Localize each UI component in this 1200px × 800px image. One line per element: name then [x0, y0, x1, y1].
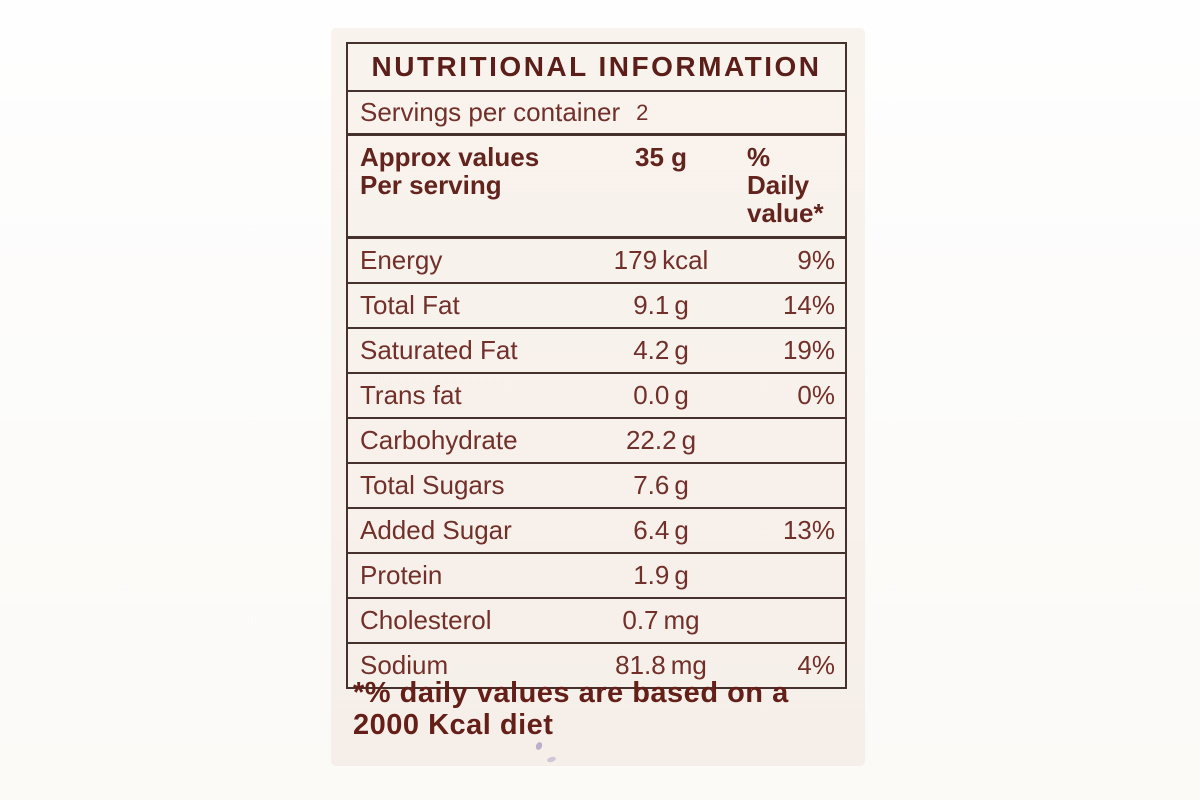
- amount-value: 0.7: [622, 605, 659, 636]
- nutrition-facts-table: NUTRITIONAL INFORMATION Servings per con…: [346, 42, 847, 690]
- nutrient-name: Added Sugar: [360, 515, 512, 546]
- table-row-carbohydrate: Carbohydrate 22.2 g: [348, 417, 845, 462]
- amount-value: 81.8: [615, 650, 666, 681]
- nutrient-amount: 4.2 g: [581, 335, 741, 366]
- table-row-energy: Energy 179 kcal 9%: [348, 236, 845, 282]
- amount-unit: kcal: [662, 245, 709, 276]
- servings-value: 2: [636, 99, 649, 125]
- nutrient-amount: 0.0 g: [581, 380, 741, 411]
- table-row-saturated-fat: Saturated Fat 4.2 g 19%: [348, 327, 845, 372]
- nutrient-name: Saturated Fat: [360, 335, 518, 366]
- header-dv-line1: % Daily: [747, 142, 810, 201]
- amount-unit: g: [674, 560, 689, 591]
- nutrient-daily-value: 4%: [797, 650, 835, 681]
- amount-value: 0.0: [633, 380, 670, 411]
- nutrient-daily-value: 13%: [782, 515, 835, 546]
- nutrient-name: Total Fat: [360, 290, 460, 321]
- servings-label: Servings per container: [360, 97, 621, 127]
- amount-unit: mg: [663, 605, 700, 636]
- nutrient-name: Trans fat: [360, 380, 462, 411]
- header-daily-value-column: % Daily value*: [741, 143, 845, 227]
- table-row-total-sugars: Total Sugars 7.6 g: [348, 462, 845, 507]
- nutrient-amount: 179 kcal: [581, 245, 741, 276]
- nutrient-daily-value: 0%: [797, 380, 835, 411]
- daily-value-footnote: *% daily values are based on a 2000 Kcal…: [353, 677, 789, 742]
- nutrient-name: Total Sugars: [360, 470, 505, 501]
- table-row-trans-fat: Trans fat 0.0 g 0%: [348, 372, 845, 417]
- amount-value: 7.6: [633, 470, 670, 501]
- nutrient-amount: 9.1 g: [581, 290, 741, 321]
- nutrient-amount: 7.6 g: [581, 470, 741, 501]
- amount-value: 179: [613, 245, 658, 276]
- servings-row: Servings per container 2: [348, 90, 845, 133]
- column-header-row: Approx values Per serving 35 g % Daily v…: [348, 133, 845, 236]
- amount-unit: g: [674, 335, 689, 366]
- nutrient-amount: 22.2 g: [581, 425, 741, 456]
- amount-value: 6.4: [633, 515, 670, 546]
- footnote-line1: *% daily values are based on a: [353, 677, 789, 709]
- nutrient-name: Cholesterol: [360, 605, 492, 636]
- table-title: NUTRITIONAL INFORMATION: [371, 51, 822, 82]
- table-row-protein: Protein 1.9 g: [348, 552, 845, 597]
- header-nutrient-line2: Per serving: [360, 170, 502, 201]
- table-row-cholesterol: Cholesterol 0.7 mg: [348, 597, 845, 642]
- amount-unit: g: [674, 290, 689, 321]
- amount-value: 9.1: [633, 290, 670, 321]
- amount-unit: g: [674, 380, 689, 411]
- nutrient-amount: 0.7 mg: [581, 605, 741, 636]
- amount-value: 1.9: [633, 560, 670, 591]
- footnote-line2: 2000 Kcal diet: [353, 708, 554, 741]
- table-row-added-sugar: Added Sugar 6.4 g 13%: [348, 507, 845, 552]
- nutrient-daily-value: 19%: [782, 335, 835, 366]
- nutrient-name: Energy: [360, 245, 443, 276]
- nutrient-name: Protein: [360, 560, 443, 591]
- header-serving-size: 35 g: [634, 142, 688, 172]
- amount-unit: g: [681, 425, 697, 456]
- amount-value: 22.2: [625, 425, 677, 456]
- nutrient-amount: 1.9 g: [581, 560, 741, 591]
- amount-unit: mg: [670, 650, 707, 681]
- amount-value: 4.2: [633, 335, 670, 366]
- amount-unit: g: [674, 515, 689, 546]
- header-dv-line2: value*: [747, 198, 824, 229]
- nutrient-amount: 6.4 g: [581, 515, 741, 546]
- nutrient-name: Sodium: [360, 650, 449, 681]
- nutrient-daily-value: 9%: [797, 245, 835, 276]
- nutrient-name: Carbohydrate: [360, 425, 518, 456]
- nutrient-amount: 81.8 mg: [581, 650, 741, 681]
- nutrient-daily-value: 14%: [782, 290, 835, 321]
- amount-unit: g: [674, 470, 689, 501]
- table-row-sodium: Sodium 81.8 mg 4%: [348, 642, 845, 687]
- table-row-total-fat: Total Fat 9.1 g 14%: [348, 282, 845, 327]
- header-nutrient-column: Approx values Per serving: [348, 143, 581, 227]
- header-nutrient-line1: Approx values: [360, 142, 540, 172]
